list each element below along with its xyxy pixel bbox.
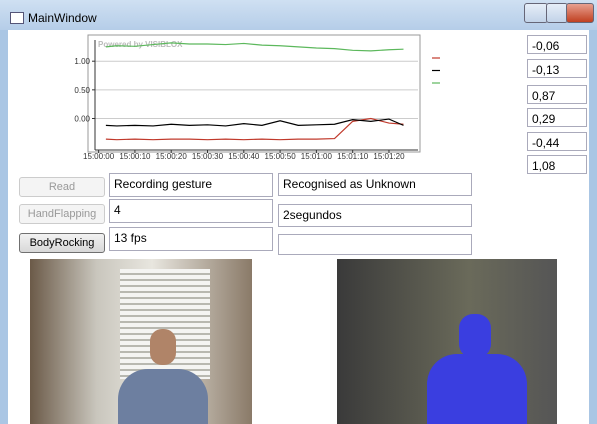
watermark: Powered by VISIBLOX [98,40,183,49]
x-tick-label: 15:01:00 [301,152,333,161]
status-box: 2segundos [278,204,472,227]
window: MainWindow Powered by VISIBLOX 0.000.501… [0,0,597,424]
x-tick-label: 15:00:50 [265,152,297,161]
button[interactable]: HandFlapping [19,204,105,224]
depth-silhouette [427,354,527,424]
readout-box: 0,87 [527,85,587,104]
x-tick-label: 15:00:00 [83,152,115,161]
y-tick-label: 1.00 [74,57,90,66]
color-camera-feed [30,259,252,424]
x-tick-label: 15:00:30 [192,152,224,161]
x-tick-label: 15:00:10 [119,152,151,161]
face [150,329,176,365]
x-tick-label: 15:01:10 [337,152,369,161]
chart-frame [88,35,420,152]
status-box [278,234,472,255]
x-tick-label: 15:00:40 [228,152,260,161]
status-box: Recording gesture [109,173,273,197]
y-tick-label: 0.50 [74,86,90,95]
readout-box: 0,29 [527,108,587,127]
readout-box: -0,13 [527,59,587,78]
status-box: 4 [109,199,273,223]
readout-box: -0,44 [527,132,587,151]
chart: Powered by VISIBLOX 0.00 0.50 1.00 15:00:00… [0,0,597,170]
readout-box: 1,08 [527,155,587,174]
button[interactable]: Read [19,177,105,197]
status-box: 13 fps [109,227,273,251]
x-tick-label: 15:01:20 [373,152,405,161]
status-box: Recognised as Unknown [278,173,472,196]
person [118,369,208,424]
y-tick-label: 0.00 [74,114,90,123]
x-tick-label: 15:00:20 [156,152,188,161]
depth-camera-feed [337,259,557,424]
readout-box: -0,06 [527,35,587,54]
button[interactable]: BodyRocking [19,233,105,253]
depth-head [459,314,491,358]
